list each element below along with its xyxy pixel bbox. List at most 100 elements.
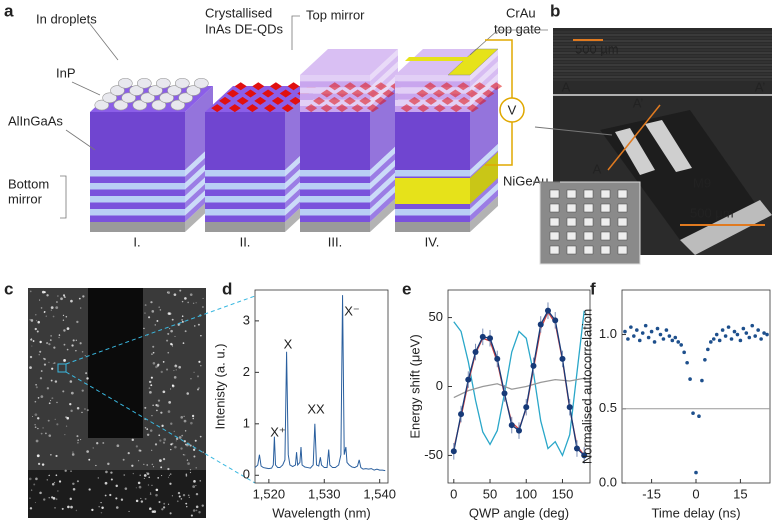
emitter — [81, 411, 83, 414]
emitter — [195, 467, 197, 469]
emitter — [170, 342, 173, 346]
emitter — [168, 312, 172, 315]
data-point — [685, 360, 689, 365]
droplet — [156, 77, 171, 89]
emitter — [48, 434, 52, 437]
emitter — [194, 439, 197, 442]
emitter — [168, 401, 172, 404]
emitter — [96, 442, 99, 445]
data-point — [759, 337, 763, 341]
x-axis-label: Wavelength (nm) — [272, 505, 371, 520]
layer-front — [395, 112, 470, 170]
layer-front — [90, 183, 185, 190]
emitter — [51, 367, 54, 370]
emitter — [56, 423, 59, 426]
emitter — [76, 435, 79, 438]
layer-side — [470, 176, 498, 209]
scale-label: 500 µm — [690, 205, 734, 220]
emitter — [155, 493, 158, 497]
emitter — [175, 440, 177, 442]
quantum-dot — [320, 89, 333, 98]
emitter — [72, 482, 75, 486]
emitter — [86, 450, 90, 453]
emitter — [156, 320, 159, 322]
marker: A’ — [755, 79, 766, 94]
layer-front — [90, 189, 185, 196]
emitter — [138, 449, 141, 452]
emitter — [183, 419, 187, 423]
emitter — [179, 289, 182, 292]
emitter — [190, 421, 193, 425]
emitter — [100, 511, 103, 514]
droplet — [159, 92, 174, 104]
layer-side — [470, 55, 498, 88]
layer-front — [300, 93, 370, 100]
quantum-dot — [449, 89, 462, 98]
emitter — [41, 463, 45, 466]
quantum-dot — [262, 89, 275, 98]
emitter — [140, 500, 144, 503]
panel-label: b — [550, 1, 560, 20]
emitter — [86, 409, 89, 412]
emitter — [160, 370, 163, 374]
emitter — [197, 388, 199, 391]
emitter — [178, 495, 181, 498]
layer-side — [370, 49, 398, 82]
emitter — [186, 443, 189, 447]
emitter — [173, 376, 177, 379]
emitter — [34, 327, 37, 331]
data-point — [747, 335, 752, 340]
emitter — [163, 502, 166, 505]
quantum-dot — [474, 96, 487, 105]
emitter — [198, 387, 200, 389]
emitter — [193, 371, 195, 373]
layer-side — [370, 150, 398, 183]
emitter — [181, 319, 184, 321]
emitter — [98, 505, 101, 508]
emitter — [100, 501, 102, 504]
emitter — [69, 403, 72, 406]
emitter — [122, 458, 125, 461]
emitter — [152, 345, 155, 348]
layer-front — [300, 75, 370, 82]
emitter — [78, 297, 81, 300]
droplet — [102, 92, 117, 104]
layer-front — [300, 189, 370, 196]
quantum-dot — [219, 96, 232, 105]
emitter — [159, 459, 162, 463]
emitter — [38, 354, 40, 356]
chip-device — [566, 217, 577, 227]
emitter — [197, 323, 200, 326]
droplet — [148, 85, 163, 96]
emitter — [149, 493, 152, 495]
data-point — [741, 326, 746, 331]
emitter — [30, 319, 34, 322]
emitter — [144, 304, 147, 307]
emitter — [43, 310, 46, 313]
layer-side — [370, 157, 398, 190]
emitter — [43, 498, 46, 501]
emitter — [151, 463, 154, 466]
emitter — [178, 436, 182, 439]
emitter — [159, 309, 162, 311]
data-point — [552, 317, 559, 324]
top-gate — [405, 57, 484, 61]
emitter — [166, 339, 169, 342]
quantum-dot — [433, 104, 446, 113]
emitter — [172, 345, 174, 347]
emitter — [48, 343, 51, 346]
emitter — [30, 489, 33, 491]
emitter — [171, 318, 174, 321]
emitter — [157, 399, 161, 402]
emitter — [162, 506, 166, 509]
emitter — [152, 362, 156, 365]
emitter — [202, 306, 204, 308]
data-point — [765, 332, 769, 337]
emitter — [39, 340, 42, 344]
layer-front — [90, 170, 185, 177]
chip-device — [600, 217, 611, 227]
layer-side — [370, 196, 398, 232]
quantum-dot — [374, 96, 387, 105]
layer-side — [470, 189, 498, 222]
quantum-dot — [279, 89, 292, 98]
